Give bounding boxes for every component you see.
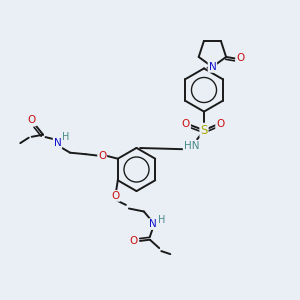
Text: N: N — [149, 219, 157, 229]
Text: N: N — [208, 62, 216, 72]
Text: H: H — [62, 131, 70, 142]
Text: H: H — [158, 214, 166, 225]
Text: O: O — [28, 115, 36, 125]
Text: S: S — [200, 124, 208, 137]
Text: O: O — [216, 118, 224, 129]
Text: N: N — [54, 138, 61, 148]
Text: O: O — [111, 191, 119, 201]
Text: HN: HN — [184, 141, 199, 151]
Text: O: O — [98, 151, 106, 161]
Text: O: O — [236, 53, 244, 63]
Text: O: O — [130, 236, 138, 246]
Text: O: O — [182, 118, 190, 129]
